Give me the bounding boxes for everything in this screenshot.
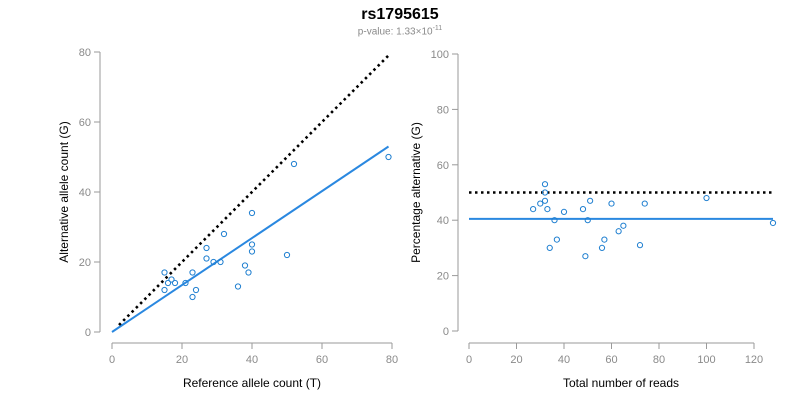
panel2-data-point [703,194,710,202]
panel2-data-point [544,206,551,213]
panel2-data-point [601,236,608,243]
panel1-data-point [210,258,217,266]
panel2-data-point [608,200,615,207]
panel2-y-tick-label: 20 [437,271,449,283]
panel1-data-point [203,255,210,262]
panel1-fit-line [111,145,390,333]
panel1-data-point [189,293,196,301]
panel2-data-point [641,200,648,207]
panel1-x-tick-label: 20 [176,354,188,366]
subtitle-text: p-value: 1.33×10 [357,26,433,38]
panel1-y-tick-label: 80 [79,47,91,59]
panel2-x-tick-label: 0 [466,354,472,366]
panel1-data-point [164,279,172,287]
chart-subtitle: p-value: 1.33×10-11 [0,25,800,37]
panel1-data-point [385,153,392,161]
panel1-x-tick-label: 0 [109,354,115,366]
panel2-y-tick-label: 80 [437,104,449,116]
panel2-x-tick-label: 100 [697,354,715,366]
panel1-data-point [290,160,298,168]
panel1-x-axis-title: Reference allele count (T) [183,376,321,390]
panel1-data-point [217,258,224,266]
panel2-y-axis-title: Percentage alternative (G) [409,122,423,263]
panel1-data-point [192,286,200,294]
panel1-y-tick-label: 20 [79,257,91,269]
panel1-x-tick-label: 80 [386,354,398,366]
panel2-data-point [615,228,622,235]
panel2-data-point [769,219,777,227]
chart-title: rs1795615 [361,6,439,23]
panel1-y-tick-label: 0 [85,327,91,339]
panel2-data-point [551,217,558,224]
panel2-data-point [598,244,606,251]
panel1-data-point [203,244,210,252]
panel1-y-tick-label: 40 [79,187,91,199]
panel1-y-axis-title: Alternative allele count (G) [57,121,71,262]
panel1-data-point [168,276,175,283]
panel1-data-point [248,248,256,255]
panel1-data-point [245,269,252,276]
panel2-x-tick-label: 120 [745,354,763,366]
panel1-data-point [161,269,168,276]
panel2-data-point [541,181,549,188]
panel2-data-point [541,189,549,196]
panel2-data-point [537,200,544,207]
panel1-y-tick-label: 60 [79,117,91,129]
panel2-data-point [541,197,549,204]
panel1-data-point [234,283,242,290]
panel1-data-point [220,230,228,238]
panel2-data-point [636,242,644,249]
panel2-x-tick-label: 20 [510,354,522,366]
panel1-data-point [171,279,179,287]
panel2-data-point [579,206,587,213]
panel1-data-point [182,279,189,287]
panel2-data-point [582,253,589,260]
panel1-data-point [189,269,196,276]
panel2-x-tick-label: 60 [605,354,617,366]
subtitle-exponent: -11 [432,25,443,32]
panel1-data-point [248,209,256,217]
panel2-data-point [546,244,553,251]
panel2-data-point [553,236,560,243]
panel2-y-tick-label: 100 [431,49,449,61]
panel1-data-point [241,262,249,269]
panel1-x-tick-label: 60 [316,354,328,366]
panel2-y-tick-label: 60 [437,160,449,172]
panel2-x-tick-label: 40 [558,354,570,366]
panel2-x-axis-title: Total number of reads [563,376,679,390]
panel2-x-tick-label: 80 [653,354,665,366]
panel1-data-point [161,286,168,294]
panel2-data-point [530,206,537,213]
panel2-data-point [587,197,594,204]
panel2-data-point [584,217,591,224]
panel2-data-point [620,222,627,229]
panel1-x-tick-label: 40 [246,354,258,366]
panel2-y-tick-label: 40 [437,215,449,227]
panel2-y-tick-label: 0 [443,326,449,338]
panel1-data-point [248,241,256,248]
panel1-reference-line [118,54,390,326]
panel1-data-point [283,251,291,259]
panel2-data-point [560,208,568,215]
